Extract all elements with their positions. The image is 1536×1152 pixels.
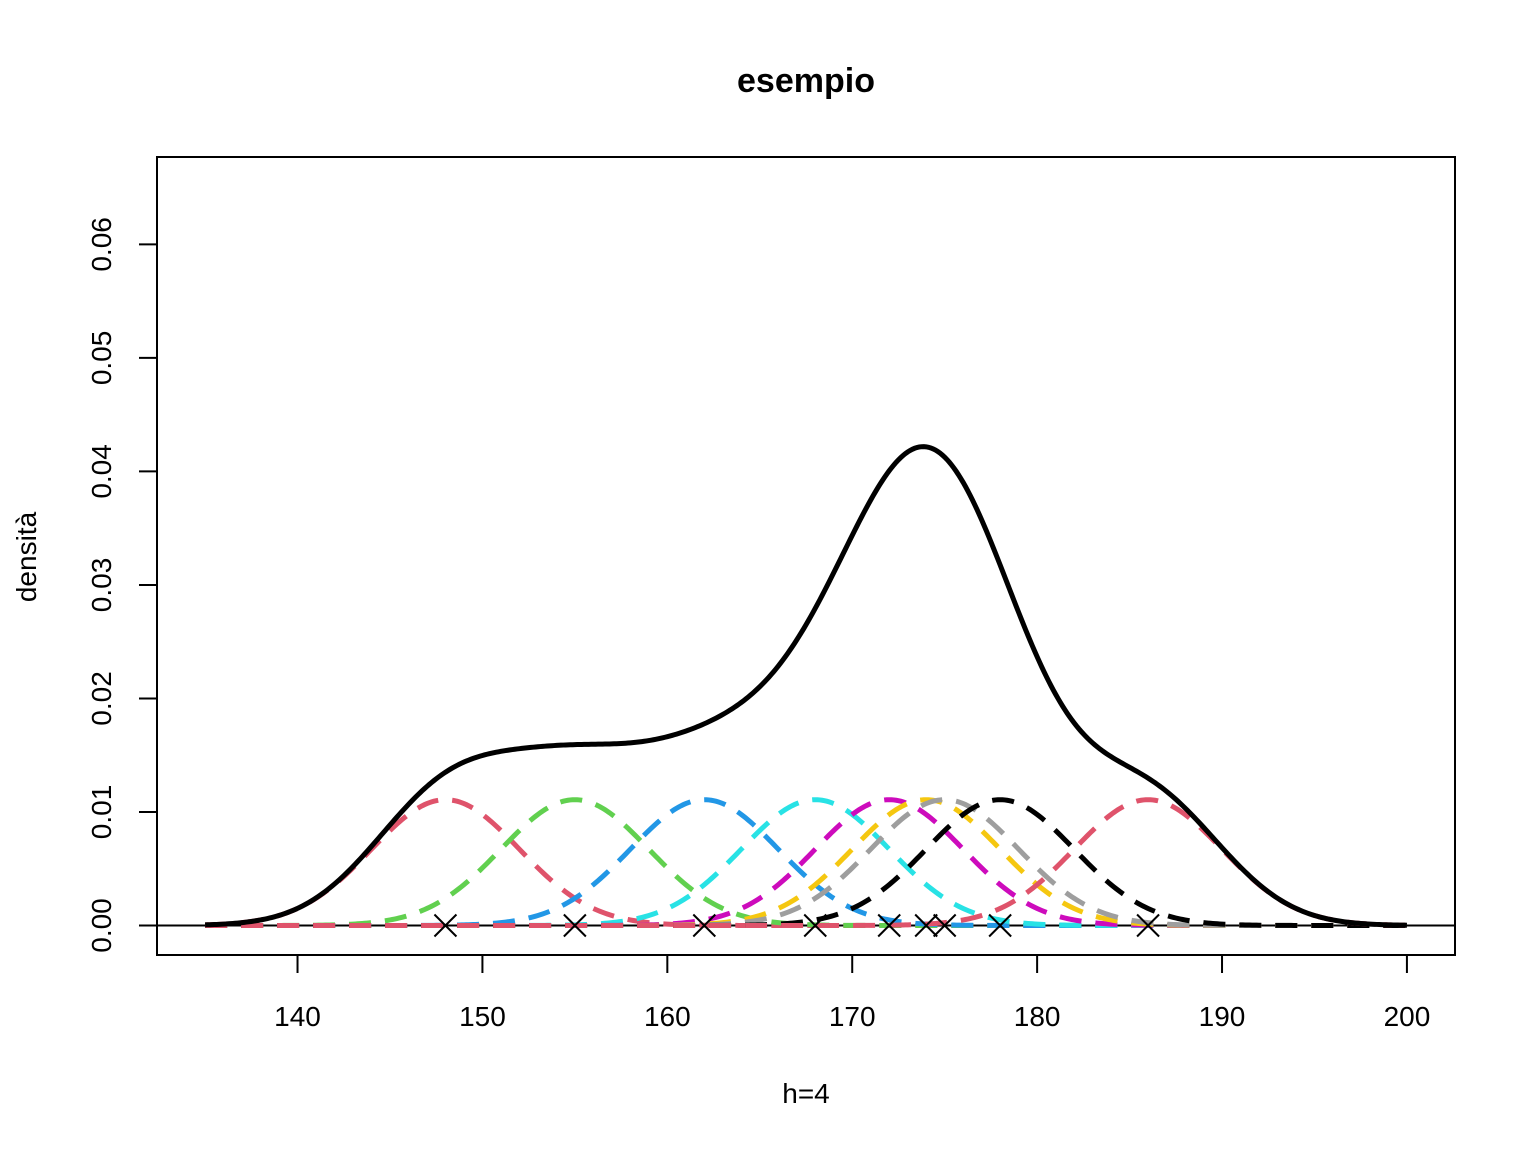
observation-marker: [803, 913, 827, 938]
kernel-curve: [205, 797, 1407, 928]
x-tick-label: 170: [829, 1001, 876, 1032]
x-tick-label: 150: [459, 1001, 506, 1032]
x-tick-label: 200: [1384, 1001, 1431, 1032]
x-tick-label: 140: [274, 1001, 321, 1032]
kernel-curve: [205, 797, 1407, 928]
observation-marker: [692, 913, 717, 938]
y-axis-label: densità: [11, 511, 42, 602]
observation-marker: [988, 913, 1012, 938]
plot-frame: [156, 156, 1456, 956]
y-tick-label: 0.03: [86, 558, 117, 613]
x-tick-label: 160: [644, 1001, 691, 1032]
kernel-curve: [204, 797, 1407, 928]
observation-marker: [932, 913, 957, 938]
observation-marker: [563, 913, 587, 938]
y-tick-label: 0.05: [86, 331, 117, 386]
y-tick-label: 0.00: [86, 898, 117, 953]
x-tick-label: 180: [1014, 1001, 1061, 1032]
kernel-curve: [205, 797, 1407, 928]
x-axis: 140 150 160 170 180 190 200: [274, 954, 1431, 1032]
chart-title: esempio: [737, 62, 875, 100]
plot-area: [157, 444, 1455, 938]
x-tick-label: 190: [1199, 1001, 1246, 1032]
observation-marker: [1136, 913, 1160, 938]
y-axis: 0.00 0.01 0.02 0.03 0.04 0.05 0.06: [86, 217, 158, 953]
observation-marker: [914, 913, 938, 938]
kernel-curve: [205, 797, 1407, 928]
density-curve: [204, 444, 1407, 928]
kernel-curve: [205, 797, 1407, 928]
y-tick-label: 0.04: [86, 444, 117, 499]
observation-marker: [433, 913, 458, 938]
observation-marker: [877, 913, 901, 938]
y-tick-label: 0.06: [86, 217, 117, 271]
kernel-curve: [205, 797, 1407, 928]
x-axis-label: h=4: [782, 1078, 830, 1109]
kernel-curve: [205, 797, 1407, 928]
y-tick-label: 0.01: [86, 785, 117, 840]
kernel-curve: [205, 797, 1407, 928]
y-tick-label: 0.02: [86, 671, 117, 726]
